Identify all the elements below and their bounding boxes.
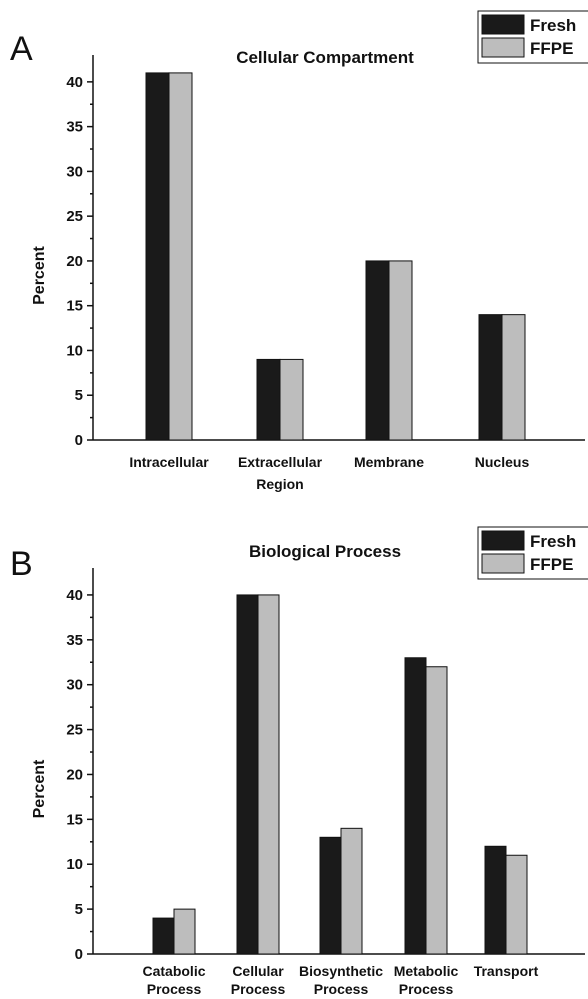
panel-a-title: Cellular Compartment: [236, 48, 414, 67]
panel-a-y-tick-label: 25: [66, 208, 83, 225]
panel-b-y-tick-label: 0: [75, 946, 83, 963]
panel-a-y-tick-label: 5: [75, 387, 83, 404]
panel-b-y-tick-label: 5: [75, 901, 83, 918]
panel-b-bar-fresh: [319, 836, 342, 955]
panel-b-legend-swatch-fresh: [481, 530, 525, 551]
panel-b-legend-label-fresh: Fresh: [530, 532, 576, 551]
panel-a-bar-ffpe: [168, 72, 193, 441]
panel-b-y-tick-label: 10: [66, 856, 83, 873]
panel-a-y-tick-label: 10: [66, 342, 83, 359]
panel-b-category-label: Process: [147, 981, 202, 997]
panel-a-bar-fresh: [145, 72, 170, 441]
panel-b-bar-ffpe: [340, 827, 363, 955]
panel-b-legend-swatch-ffpe: [481, 553, 525, 574]
panel-a-category-label: Extracellular: [238, 454, 323, 470]
panel-a-y-tick-label: 0: [75, 432, 83, 449]
panel-b-y-tick-label: 25: [66, 722, 83, 739]
panel-b-category-label: Biosynthetic: [299, 963, 383, 979]
panel-b-y-axis-label: Percent: [31, 759, 48, 818]
panel-b-category-label: Process: [399, 981, 454, 997]
panel-a-category-label: Nucleus: [475, 454, 530, 470]
panel-a-bar-fresh: [478, 314, 503, 441]
panel-b-bar-ffpe: [257, 594, 280, 955]
panel-a-letter: A: [10, 30, 33, 68]
panel-a-legend-swatch-ffpe: [481, 37, 525, 58]
panel-a-category-label: Intracellular: [129, 454, 209, 470]
panel-b-bar-ffpe: [505, 854, 528, 955]
panel-a-y-tick-label: 35: [66, 119, 83, 136]
panel-a-y-tick-label: 40: [66, 74, 83, 91]
panel-a-category-label: Region: [256, 476, 303, 492]
panel-b-title: Biological Process: [249, 542, 401, 561]
panel-b-category-label: Metabolic: [394, 963, 459, 979]
panel-b-category-label: Process: [231, 981, 286, 997]
panel-b-category-label: Transport: [474, 963, 539, 979]
panel-a-bar-ffpe: [388, 260, 413, 441]
panel-a-bar-fresh: [365, 260, 390, 441]
panel-a-legend-label-ffpe: FFPE: [530, 39, 573, 58]
panel-b-category-label: Process: [314, 981, 369, 997]
panel-a-bar-fresh: [256, 358, 281, 441]
panel-b-bar-fresh: [484, 845, 507, 955]
panel-b-legend-label-ffpe: FFPE: [530, 555, 573, 574]
panel-b-bar-ffpe: [425, 666, 448, 955]
panel-a-legend-label-fresh: Fresh: [530, 16, 576, 35]
panel-b-y-tick-label: 30: [66, 677, 83, 694]
panel-b-y-tick-label: 40: [66, 587, 83, 604]
panel-b-y-tick-label: 35: [66, 632, 83, 649]
panel-b-bar-fresh: [236, 594, 259, 955]
panel-a-y-tick-label: 20: [66, 253, 83, 270]
panel-b-category-label: Cellular: [232, 963, 284, 979]
panel-a-category-label: Membrane: [354, 454, 424, 470]
panel-a-y-tick-label: 30: [66, 163, 83, 180]
panel-b-letter: B: [10, 545, 33, 583]
panel-a-legend-swatch-fresh: [481, 14, 525, 35]
panel-a-y-axis-label: Percent: [31, 245, 48, 304]
panel-b-y-tick-label: 20: [66, 766, 83, 783]
panel-b-bar-fresh: [404, 657, 427, 955]
panel-a-bar-ffpe: [501, 314, 526, 441]
panel-b-category-label: Catabolic: [142, 963, 205, 979]
panel-b-y-tick-label: 15: [66, 811, 83, 828]
panel-a-bar-ffpe: [279, 358, 304, 441]
panel-a-y-tick-label: 15: [66, 298, 83, 315]
panel-b-bar-ffpe: [173, 908, 196, 955]
panel-b-bar-fresh: [152, 917, 175, 955]
